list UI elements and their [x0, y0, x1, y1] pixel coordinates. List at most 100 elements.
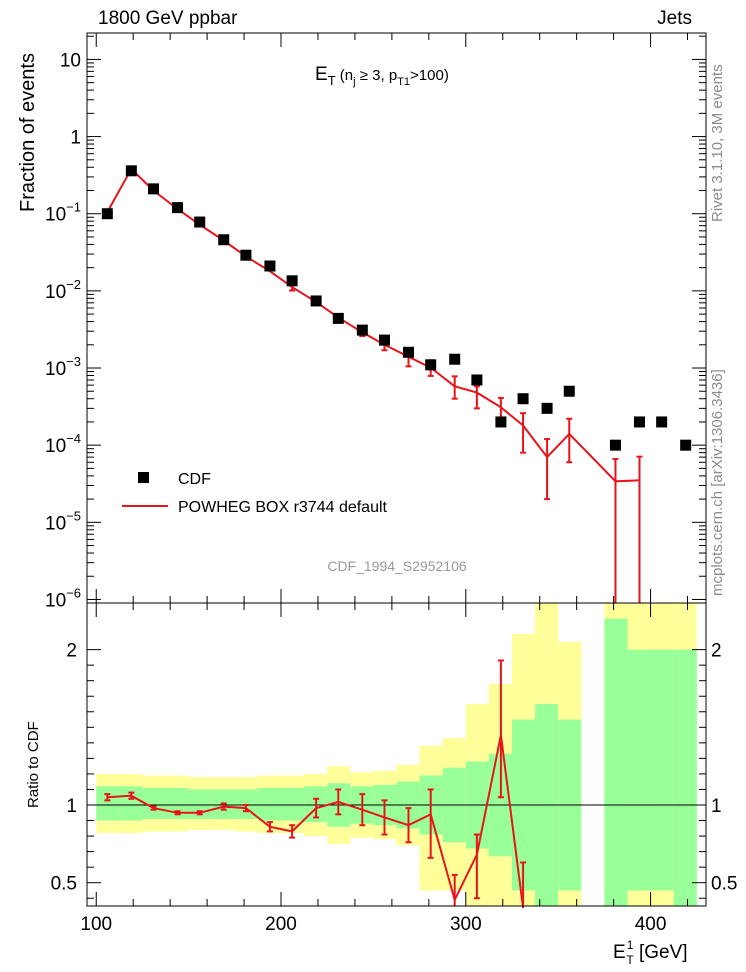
- main-ytick-base: 10: [45, 359, 66, 380]
- data-point-cdf: [264, 260, 276, 272]
- ratio-panel-mc-series: [104, 659, 527, 909]
- ratio-band-inner: [281, 787, 305, 821]
- data-point-cdf: [378, 334, 390, 346]
- header-right: Jets: [657, 8, 692, 29]
- data-point-cdf: [449, 353, 461, 365]
- main-ytick-base: 10: [45, 590, 66, 611]
- main-panel-frame: [86, 32, 707, 604]
- main-ytick-label: 10−4: [45, 431, 81, 457]
- side-label-rivet: Rivet 3.1.10, 3M events: [709, 64, 726, 222]
- main-ytick-exponent: −4: [66, 431, 81, 446]
- main-ytick-base: 10: [45, 436, 66, 457]
- ratio-band-inner: [119, 786, 143, 821]
- data-point-cdf: [541, 402, 553, 414]
- main-ytick-exponent: −5: [66, 508, 81, 523]
- header-left: 1800 GeV ppbar: [98, 8, 238, 29]
- main-title-open: (n: [336, 67, 354, 84]
- main-title-t1-sub: T1: [397, 76, 410, 88]
- legend-marker-cdf: [138, 472, 149, 483]
- ratio-band-inner: [257, 787, 282, 821]
- main-title-mid: ≥ 3, p: [356, 67, 398, 84]
- main-ytick-exponent: −6: [66, 585, 81, 600]
- ratio-xtick-label: 100: [80, 914, 112, 935]
- main-ytick-base: 1: [70, 128, 81, 149]
- main-ytick-label: 10−5: [45, 508, 81, 534]
- ratio-ytick-label-right: 1: [711, 796, 722, 817]
- main-ytick-base: 10: [60, 50, 81, 71]
- data-point-cdf: [656, 416, 668, 428]
- data-point-cdf: [563, 385, 575, 397]
- x-label-unit: [GeV]: [634, 942, 688, 963]
- x-axis-label: E1 T [GeV]: [613, 938, 688, 967]
- data-point-cdf: [403, 346, 415, 358]
- main-panel-mc-series: [106, 167, 643, 603]
- data-point-cdf: [471, 374, 483, 386]
- legend-label-powheg: POWHEG BOX r3744 default: [178, 499, 388, 516]
- data-point-cdf: [286, 275, 298, 287]
- watermark: CDF_1994_S2952106: [327, 558, 467, 574]
- data-point-cdf: [310, 295, 322, 307]
- x-label-sub: T: [626, 953, 634, 967]
- data-point-cdf: [125, 165, 137, 177]
- ratio-xtick-label: 400: [635, 914, 667, 935]
- ratio-ytick-label-right: 2: [711, 641, 722, 662]
- ratio-ytick-label-right: 0.5: [711, 874, 737, 895]
- data-point-cdf: [609, 439, 621, 451]
- main-mc-line: [106, 167, 640, 483]
- ratio-band-inner: [627, 649, 651, 891]
- ratio-band-inner: [96, 786, 120, 821]
- main-ytick-label: 10−2: [45, 277, 81, 303]
- main-title-close: >100): [410, 67, 449, 84]
- data-point-cdf: [680, 439, 692, 451]
- ratio-band-inner: [650, 649, 674, 891]
- main-ytick-label: 10−3: [45, 354, 81, 380]
- main-ytick-label: 10−6: [45, 585, 81, 611]
- main-ytick-base: 10: [45, 513, 66, 534]
- ratio-xtick-label: 200: [265, 914, 297, 935]
- main-ytick-base: 10: [45, 205, 66, 226]
- data-point-cdf: [517, 393, 529, 405]
- data-point-cdf: [101, 208, 113, 220]
- main-title-e-sub: T: [328, 73, 336, 88]
- main-title-j-sub: j: [352, 76, 355, 88]
- data-point-cdf: [194, 216, 206, 228]
- ratio-panel-frame: [86, 602, 707, 907]
- main-title-e: E: [315, 64, 328, 85]
- data-point-cdf: [425, 359, 437, 371]
- ratio-ytick-label-left: 2: [66, 641, 77, 662]
- main-ylabel: Fraction of events: [17, 53, 39, 212]
- data-point-cdf: [356, 324, 368, 336]
- ratio-ylabel: Ratio to CDF: [25, 721, 42, 808]
- main-title: ET (nj ≥ 3, pT1>100): [315, 64, 449, 88]
- ratio-panel-bands: [96, 603, 697, 906]
- ratio-band-inner: [604, 618, 628, 906]
- ratio-band-inner: [673, 649, 697, 906]
- main-ytick-base: 10: [45, 282, 66, 303]
- legend-label-cdf: CDF: [178, 471, 211, 488]
- x-label-sup: 1: [627, 938, 634, 952]
- main-panel-data-series: [101, 165, 692, 451]
- data-point-cdf: [633, 416, 645, 428]
- main-ytick-label: 10−1: [45, 200, 81, 226]
- x-label-e: E: [613, 942, 626, 963]
- data-point-cdf: [495, 416, 507, 428]
- ratio-ytick-label-left: 0.5: [51, 874, 77, 895]
- ratio-xtick-label: 300: [450, 914, 482, 935]
- data-point-cdf: [148, 183, 160, 195]
- main-ytick-exponent: −1: [66, 200, 81, 215]
- main-ytick-label: 10: [60, 50, 81, 71]
- main-ytick-exponent: −3: [66, 354, 81, 369]
- data-point-cdf: [240, 249, 252, 261]
- main-ytick-exponent: −2: [66, 277, 81, 292]
- ratio-ytick-label-left: 1: [66, 796, 77, 817]
- side-label-mcplots: mcplots.cern.ch [arXiv:1306.3436]: [709, 369, 726, 596]
- ratio-band-inner: [142, 787, 166, 819]
- data-point-cdf: [172, 202, 184, 214]
- data-point-cdf: [332, 312, 344, 324]
- legend: CDF POWHEG BOX r3744 default: [122, 471, 388, 516]
- main-ytick-label: 1: [70, 128, 81, 149]
- ratio-panel-ticks: 0.5 0.5 1 1 2 2 100 200 300 400: [51, 603, 737, 935]
- data-point-cdf: [218, 234, 230, 246]
